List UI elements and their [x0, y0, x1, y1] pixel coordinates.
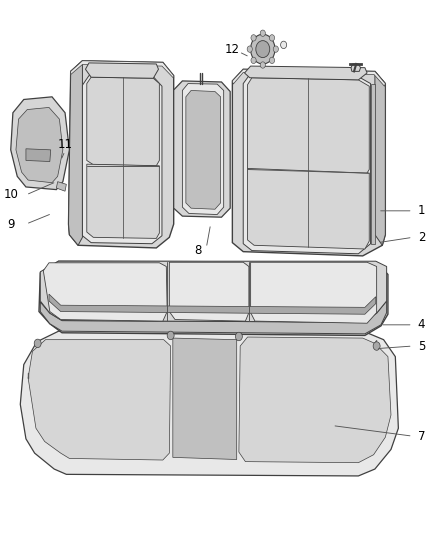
Text: 8: 8: [194, 244, 201, 257]
Polygon shape: [186, 91, 221, 209]
Circle shape: [269, 35, 275, 41]
Polygon shape: [40, 261, 387, 322]
Polygon shape: [82, 76, 162, 244]
Circle shape: [251, 34, 275, 64]
Polygon shape: [57, 182, 66, 191]
Circle shape: [247, 46, 252, 52]
Polygon shape: [68, 61, 82, 245]
Polygon shape: [87, 164, 159, 238]
Circle shape: [235, 332, 242, 341]
Text: 5: 5: [418, 340, 425, 352]
Polygon shape: [182, 84, 224, 215]
Polygon shape: [68, 61, 174, 248]
Polygon shape: [16, 108, 63, 183]
Polygon shape: [233, 69, 385, 86]
Polygon shape: [244, 66, 367, 80]
Polygon shape: [375, 71, 385, 245]
Text: 1: 1: [418, 204, 425, 217]
Polygon shape: [251, 262, 377, 323]
Circle shape: [251, 57, 256, 63]
Circle shape: [260, 30, 265, 36]
Polygon shape: [233, 69, 385, 256]
Text: 12: 12: [225, 43, 240, 55]
Text: 7: 7: [418, 430, 425, 443]
Polygon shape: [247, 168, 369, 249]
Polygon shape: [28, 340, 171, 460]
Polygon shape: [239, 337, 391, 463]
Circle shape: [269, 57, 275, 63]
Circle shape: [34, 339, 41, 348]
Polygon shape: [174, 81, 230, 217]
Polygon shape: [39, 261, 388, 335]
Polygon shape: [87, 77, 159, 166]
Circle shape: [273, 46, 279, 52]
Text: 10: 10: [4, 189, 18, 201]
Polygon shape: [170, 262, 249, 321]
Polygon shape: [40, 301, 387, 334]
Text: 9: 9: [7, 217, 14, 231]
Polygon shape: [351, 64, 360, 71]
Polygon shape: [173, 338, 237, 459]
Circle shape: [167, 331, 174, 340]
Circle shape: [281, 41, 287, 49]
Polygon shape: [71, 61, 174, 78]
Polygon shape: [371, 84, 375, 244]
Circle shape: [256, 41, 270, 58]
Polygon shape: [85, 63, 159, 78]
Polygon shape: [20, 331, 399, 476]
Circle shape: [260, 62, 265, 68]
Polygon shape: [11, 97, 69, 190]
Polygon shape: [243, 75, 371, 254]
Circle shape: [373, 342, 380, 350]
Circle shape: [251, 35, 256, 41]
Text: 2: 2: [418, 231, 425, 244]
Text: 4: 4: [418, 318, 425, 332]
Polygon shape: [49, 294, 376, 314]
Text: 11: 11: [57, 138, 73, 151]
Polygon shape: [43, 263, 167, 321]
Polygon shape: [26, 149, 51, 161]
Polygon shape: [247, 78, 369, 176]
